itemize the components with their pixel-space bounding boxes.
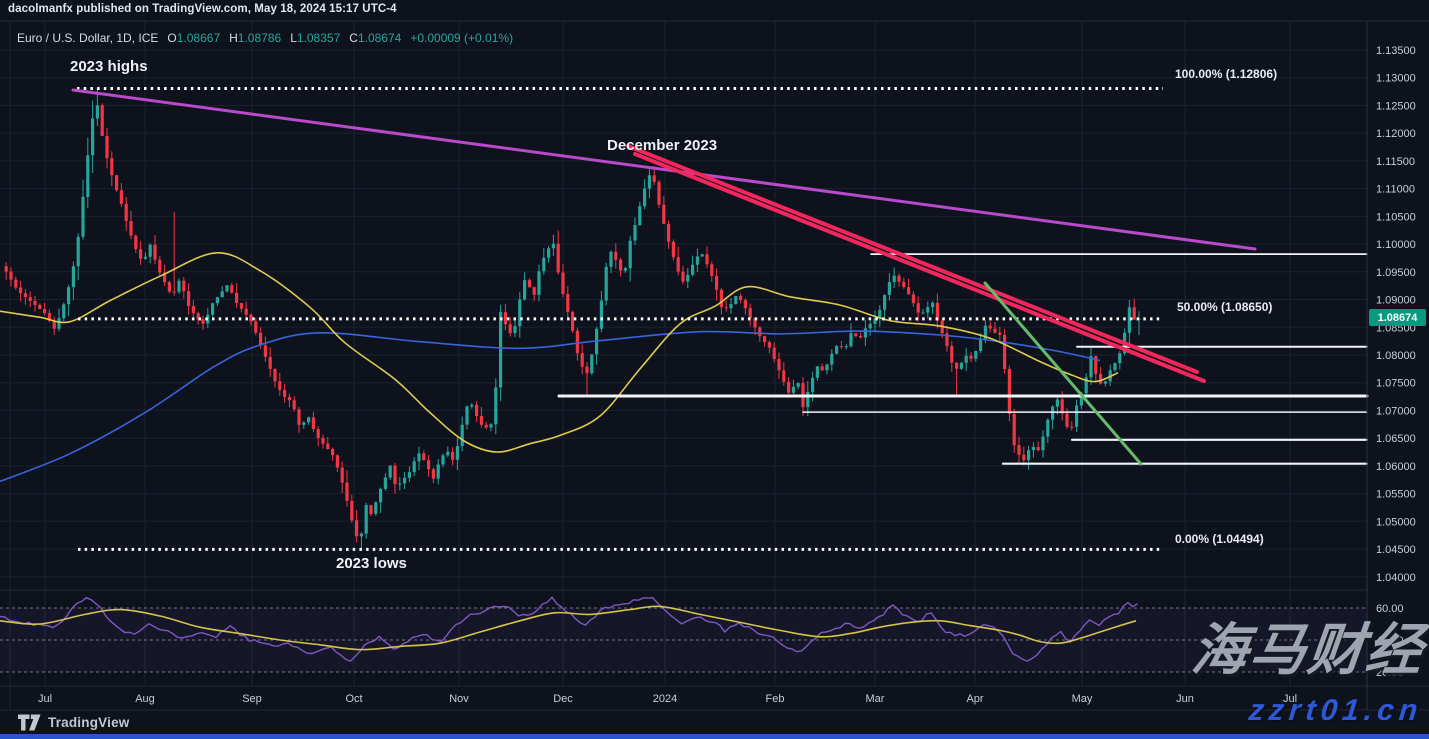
price-tick-label: 1.12000 <box>1376 128 1416 140</box>
rsi-band <box>0 607 1367 673</box>
price-tick-label: 1.12500 <box>1376 101 1416 113</box>
fib-label-100: 100.00% (1.12806) <box>1175 67 1278 81</box>
down-wicks <box>5 103 1135 543</box>
ma-slow-blue <box>0 330 1101 483</box>
annotation-december-2023: December 2023 <box>607 137 718 154</box>
time-tick-label: Oct <box>345 693 362 705</box>
steep-downtrend-green <box>983 281 1143 466</box>
price-tick-label: 1.06500 <box>1376 433 1416 445</box>
time-tick-label: Mar <box>866 693 885 705</box>
watermark-cjk-text: 海马财经 <box>1188 618 1428 681</box>
price-tick-label: 1.11000 <box>1376 184 1415 196</box>
grid-layer <box>0 21 1367 710</box>
time-tick-label: Dec <box>553 693 573 705</box>
ohlc-open: O 1.08667 <box>167 31 221 45</box>
rsi-tick-label: 20.00 <box>1376 667 1404 679</box>
price-tick-label: 1.04500 <box>1376 544 1416 556</box>
descending-resistance-red-lower <box>633 152 1206 383</box>
fib-label-0: 0.00% (1.04494) <box>1175 532 1264 546</box>
time-tick-label: Jul <box>1283 693 1297 705</box>
rsi-pane <box>0 596 1138 663</box>
time-tick-label: May <box>1072 693 1093 705</box>
tradingview-logo-text: TradingView <box>48 715 130 730</box>
symbol-title[interactable]: Euro / U.S. Dollar, 1D, ICE <box>17 31 159 45</box>
moving-averages <box>0 252 1119 483</box>
support-resistance-levels <box>557 253 1369 465</box>
price-tick-label: 1.09500 <box>1376 267 1416 279</box>
price-tick-label: 1.05500 <box>1376 489 1416 501</box>
price-tick-label: 1.07500 <box>1376 378 1416 390</box>
rsi-tick-label: 40.00 <box>1376 635 1404 647</box>
price-tick-label: 1.06000 <box>1376 461 1416 473</box>
time-tick-label: Jun <box>1176 693 1194 705</box>
axis-labels: 1.13500 1.13000 1.12500 1.12000 1.11500 1.110… <box>38 45 1416 705</box>
tradingview-logo[interactable]: TradingView <box>18 714 129 731</box>
time-scale[interactable] <box>0 687 1367 710</box>
symbol-header: Euro / U.S. Dollar, 1D, ICE O 1.08667 H 1.… <box>17 31 513 45</box>
ohlc-low: L 1.08357 <box>290 31 341 45</box>
up-bodies <box>57 105 1141 537</box>
frame-lines <box>0 20 1429 711</box>
price-tick-label: 1.10000 <box>1376 239 1416 251</box>
fib-label-50: 50.00% (1.08650) <box>1177 300 1273 314</box>
trendlines <box>71 88 1257 466</box>
price-tick-label: 1.08000 <box>1376 350 1416 362</box>
rsi-tick-label: 60.00 <box>1376 603 1404 615</box>
price-tick-label: 1.13500 <box>1376 45 1416 57</box>
tradingview-logo-icon <box>18 714 41 731</box>
down-bodies <box>4 105 1136 537</box>
descending-resistance-red-upper <box>626 144 1199 374</box>
price-tick-label: 1.09000 <box>1376 295 1416 307</box>
price-tick-label: 1.10500 <box>1376 211 1416 223</box>
time-tick-label: Feb <box>766 693 785 705</box>
time-tick-label: Nov <box>449 693 469 705</box>
price-tick-label: 1.04000 <box>1376 572 1416 584</box>
price-tick-label: 1.07000 <box>1376 405 1416 417</box>
candles-layer <box>4 87 1141 550</box>
publisher-text: dacolmanfx published on TradingView.com,… <box>8 3 397 15</box>
price-tick-label: 1.13000 <box>1376 73 1416 85</box>
rsi-ma-line <box>0 605 1137 651</box>
annotation-2023-highs: 2023 highs <box>70 58 148 75</box>
ohlc-high: H 1.08786 <box>229 31 282 45</box>
watermark-url-text: zzrt01.cn <box>1246 694 1424 727</box>
bottom-blue-strip <box>0 734 1429 739</box>
time-tick-label: 2024 <box>653 693 677 705</box>
change-value: +0.00009 (+0.01%) <box>410 31 514 45</box>
fibonacci-levels <box>77 87 1163 551</box>
time-tick-label: Apr <box>966 693 983 705</box>
descending-channel-magenta <box>71 88 1257 251</box>
last-price-badge: 1.08674 <box>1369 309 1426 326</box>
price-tick-label: 1.05000 <box>1376 516 1416 528</box>
time-tick-label: Jul <box>38 693 52 705</box>
time-tick-label: Aug <box>135 693 155 705</box>
price-tick-label: 1.11500 <box>1376 156 1415 168</box>
price-scale[interactable] <box>1368 21 1429 686</box>
ma-fast-yellow <box>0 252 1119 453</box>
annotation-2023-lows: 2023 lows <box>336 555 407 572</box>
ohlc-close: C 1.08674 <box>349 31 402 45</box>
time-tick-label: Sep <box>242 693 262 705</box>
